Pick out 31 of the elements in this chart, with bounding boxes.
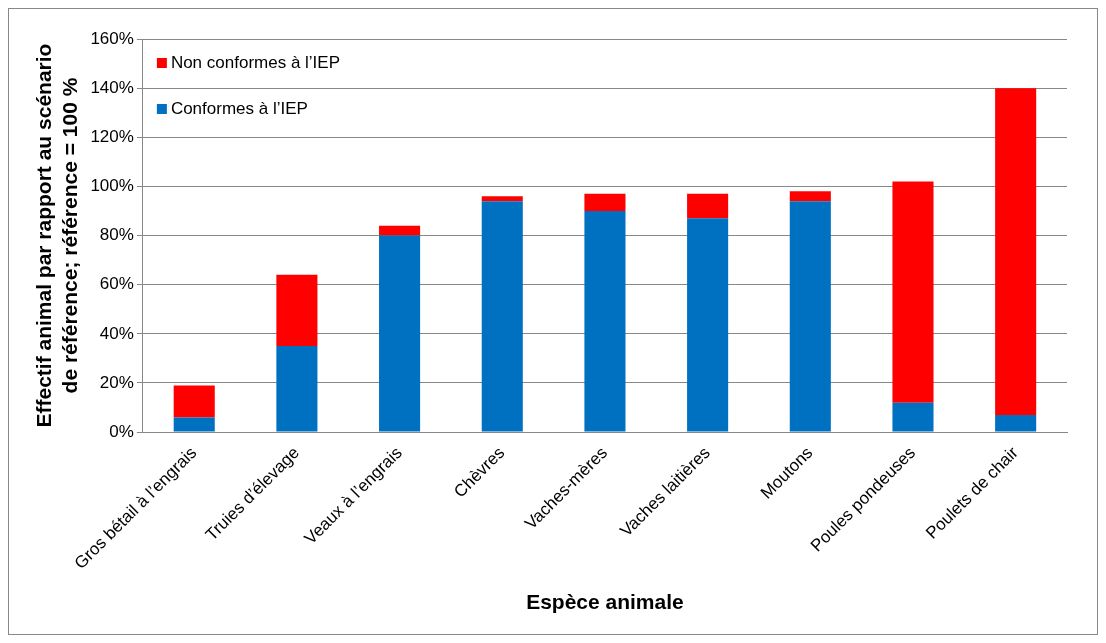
bar: [789, 191, 831, 202]
bar: [379, 225, 421, 236]
bar: [584, 193, 626, 211]
bar: [173, 385, 215, 418]
bar: [276, 274, 318, 347]
y-tick-label: 20%: [99, 372, 134, 392]
bar: [687, 193, 729, 219]
y-tick-label: 120%: [90, 126, 134, 146]
x-axis-title: Espèce animale: [526, 590, 684, 614]
bar: [276, 346, 318, 432]
bar: [584, 210, 626, 432]
bar: [379, 235, 421, 432]
bar: [789, 201, 831, 432]
bar: [892, 402, 934, 432]
bar: [481, 201, 523, 432]
y-tick-label: 80%: [99, 225, 134, 245]
y-tick-label: 0%: [109, 421, 134, 441]
y-tick-label: 160%: [90, 28, 134, 48]
bar: [892, 181, 934, 403]
bar: [481, 196, 523, 202]
legend-label: Non conformes à l’IEP: [170, 52, 341, 72]
y-tick-label: 100%: [90, 176, 134, 196]
bar: [687, 218, 729, 432]
bar: [995, 88, 1037, 415]
y-tick-label: 40%: [99, 323, 134, 343]
y-tick-label: 140%: [90, 77, 134, 97]
bar: [995, 414, 1037, 432]
bar: [173, 417, 215, 432]
y-axis-title: Effectif animal par rapport au scénario de référence; référence = 100 %: [32, 43, 81, 428]
legend-label: Conformes à l’IEP: [170, 98, 308, 118]
y-tick-label: 60%: [99, 274, 134, 294]
